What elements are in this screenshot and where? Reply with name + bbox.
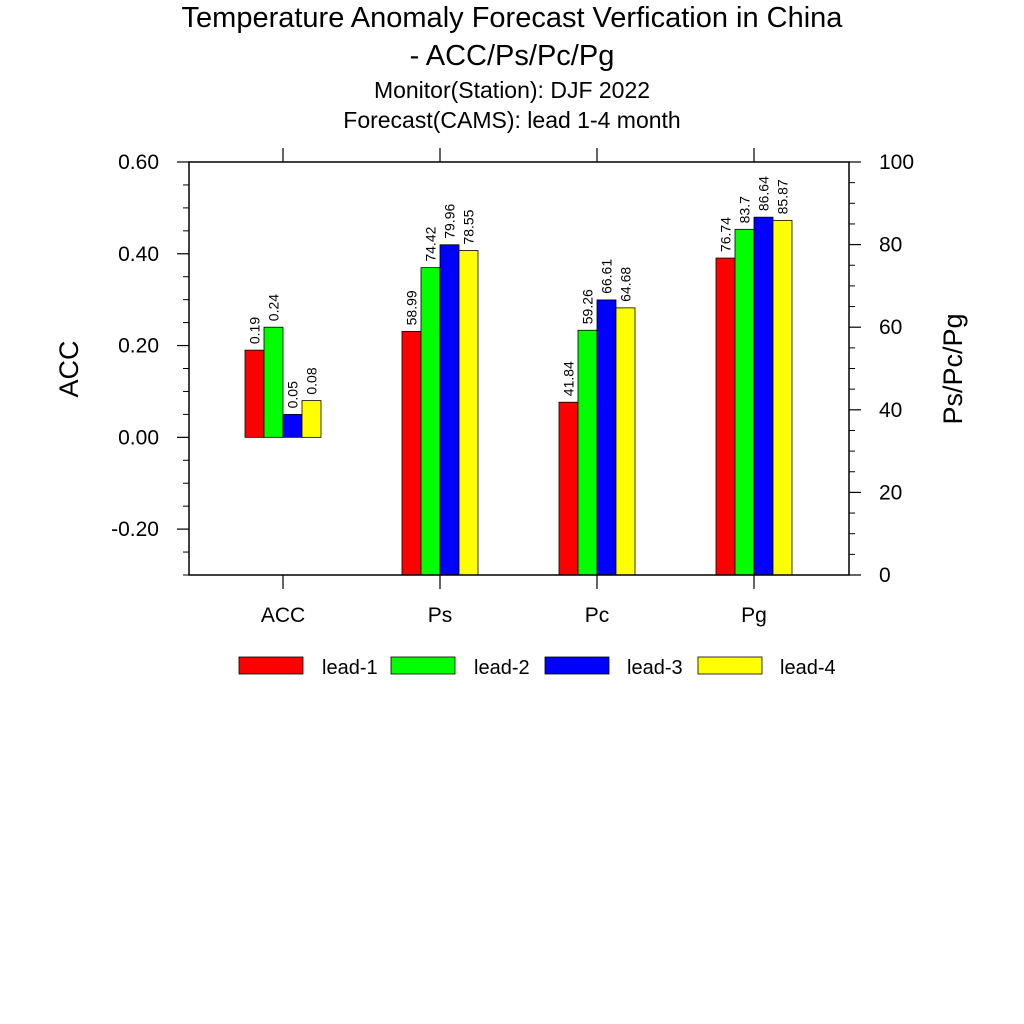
left-tick-label: 0.20 bbox=[118, 335, 159, 358]
legend-label-lead-3: lead-3 bbox=[627, 657, 683, 679]
bar-lead-3-pg bbox=[753, 216, 774, 576]
data-label-lead-3-pc: 66.61 bbox=[599, 259, 615, 294]
left-tick-label: 0.60 bbox=[118, 151, 159, 174]
bar-lead-4-pc bbox=[615, 307, 636, 576]
bar-lead-3-acc bbox=[282, 413, 303, 438]
y-axis-label-right: Ps/Pc/Pg bbox=[938, 313, 968, 424]
data-label-lead-2-pg: 83.7 bbox=[737, 196, 753, 223]
data-label-lead-4-pc: 64.68 bbox=[618, 267, 634, 302]
category-label-acc: ACC bbox=[261, 604, 305, 627]
y-axis-label-left: ACC bbox=[54, 340, 84, 397]
chart-subtitle-monitor: Monitor(Station): DJF 2022 bbox=[373, 77, 651, 103]
right-tick-label: 20 bbox=[879, 481, 902, 504]
data-label-lead-4-acc: 0.08 bbox=[304, 367, 320, 394]
bar-lead-1-acc bbox=[244, 349, 265, 438]
bar-lead-2-acc bbox=[263, 326, 284, 438]
data-label-lead-2-ps: 74.42 bbox=[423, 226, 439, 261]
right-tick-label: 60 bbox=[879, 316, 902, 339]
right-tick-label: 40 bbox=[879, 399, 902, 422]
legend-label-lead-1: lead-1 bbox=[322, 657, 378, 679]
bar-lead-3-pc bbox=[596, 299, 617, 576]
bar-lead-2-pg bbox=[734, 228, 755, 576]
data-label-lead-1-acc: 0.19 bbox=[247, 317, 263, 344]
bar-lead-4-pg bbox=[772, 219, 793, 576]
category-label-ps: Ps bbox=[428, 604, 453, 627]
left-tick-label: 0.40 bbox=[118, 243, 159, 266]
data-label-lead-1-pc: 41.84 bbox=[561, 361, 577, 396]
bar-lead-4-acc bbox=[301, 400, 322, 438]
right-tick-label: 80 bbox=[879, 234, 902, 257]
data-label-lead-1-ps: 58.99 bbox=[404, 290, 420, 325]
legend-swatch-lead-2 bbox=[390, 656, 456, 675]
bar-lead-3-ps bbox=[439, 244, 460, 576]
data-label-lead-1-pg: 76.74 bbox=[718, 217, 734, 252]
data-label-lead-2-acc: 0.24 bbox=[266, 294, 282, 321]
legend-label-lead-4: lead-4 bbox=[780, 657, 836, 679]
category-label-pg: Pg bbox=[741, 604, 767, 627]
bar-lead-2-pc bbox=[577, 329, 598, 576]
bar-lead-1-ps bbox=[401, 330, 422, 576]
right-tick-label: 100 bbox=[879, 151, 914, 174]
category-label-pc: Pc bbox=[585, 604, 610, 627]
data-label-lead-3-pg: 86.64 bbox=[756, 176, 772, 211]
legend-swatch-lead-3 bbox=[544, 656, 610, 675]
bar-lead-4-ps bbox=[458, 250, 479, 576]
legend-swatch-lead-1 bbox=[238, 656, 304, 675]
data-label-lead-2-pc: 59.26 bbox=[580, 289, 596, 324]
chart-title-line2: - ACC/Ps/Pc/Pg bbox=[409, 40, 615, 72]
data-label-lead-4-ps: 78.55 bbox=[461, 209, 477, 244]
bar-lead-1-pg bbox=[715, 257, 736, 576]
left-tick-label: -0.20 bbox=[111, 518, 159, 541]
bar-lead-1-pc bbox=[558, 401, 579, 576]
data-label-lead-3-ps: 79.96 bbox=[442, 204, 458, 239]
legend-swatch-lead-4 bbox=[697, 656, 763, 675]
bar-lead-2-ps bbox=[420, 267, 441, 576]
right-tick-label: 0 bbox=[879, 564, 891, 587]
chart-title: Temperature Anomaly Forecast Verfication… bbox=[181, 2, 843, 34]
left-tick-label: 0.00 bbox=[118, 426, 159, 449]
data-label-lead-3-acc: 0.05 bbox=[285, 381, 301, 408]
data-label-lead-4-pg: 85.87 bbox=[775, 179, 791, 214]
legend-label-lead-2: lead-2 bbox=[474, 657, 530, 679]
chart-subtitle-forecast: Forecast(CAMS): lead 1-4 month bbox=[343, 107, 681, 133]
